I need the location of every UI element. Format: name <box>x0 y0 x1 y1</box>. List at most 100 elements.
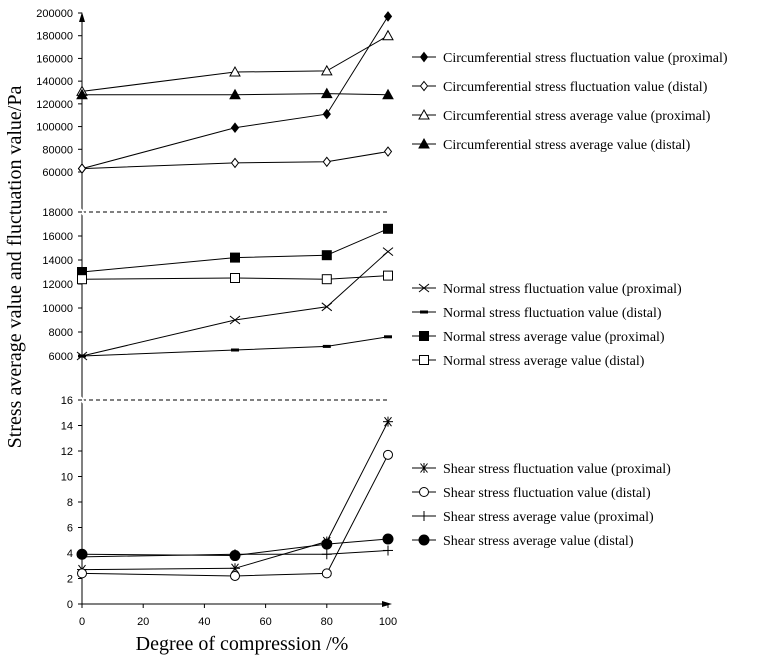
legend-entry: Shear stress fluctuation value (distal) <box>412 486 651 501</box>
y-tick-label: 18000 <box>42 207 73 219</box>
square-marker <box>419 331 429 341</box>
y-tick-label: 8000 <box>49 327 73 339</box>
x-tick-label: 60 <box>259 616 271 628</box>
legend-marker <box>418 137 430 149</box>
data-point <box>382 247 394 256</box>
circle-marker <box>419 487 429 497</box>
square-marker <box>230 273 240 283</box>
data-point <box>230 122 240 134</box>
triangle-marker <box>76 88 88 100</box>
data-point <box>383 449 393 460</box>
data-point <box>321 538 333 550</box>
data-point <box>229 88 241 100</box>
square-marker <box>383 223 393 234</box>
data-point <box>383 223 393 234</box>
triangle-marker <box>320 64 333 76</box>
circle-marker <box>230 570 240 581</box>
x-marker-stroke <box>229 315 241 325</box>
legend-entry: Circumferential stress average value (pr… <box>412 108 711 124</box>
legend-entry: Shear stress average value (distal) <box>412 534 634 549</box>
y-tick-label: 14 <box>61 421 73 433</box>
y-tick-label: 60000 <box>42 167 73 179</box>
legend-entry: Normal stress fluctuation value (distal) <box>412 306 662 321</box>
legend-entry: Normal stress average value (distal) <box>412 354 645 369</box>
circle-marker <box>382 533 394 545</box>
x-axis-arrow <box>382 601 392 607</box>
legend-marker <box>418 283 430 293</box>
diamond-marker <box>383 11 393 22</box>
legend-marker <box>419 487 429 497</box>
square-marker <box>321 250 332 261</box>
data-point <box>231 348 239 352</box>
series-line <box>81 421 389 571</box>
dash-marker <box>231 348 239 352</box>
triangle-marker <box>382 88 394 100</box>
legend-marker <box>419 331 429 341</box>
square-marker <box>321 274 332 285</box>
legend-label: Circumferential stress fluctuation value… <box>443 51 728 66</box>
legend-entry: Normal stress fluctuation value (proxima… <box>412 282 682 297</box>
x-axis-title: Degree of compression /% <box>136 633 349 655</box>
data-point <box>320 64 333 76</box>
series-line <box>81 251 389 357</box>
y-tick-label: 120000 <box>36 99 73 111</box>
triangle-marker <box>229 66 241 77</box>
dash-marker <box>420 310 428 314</box>
legend-marker <box>419 511 429 521</box>
data-point <box>230 252 240 263</box>
legend-label: Normal stress fluctuation value (proxima… <box>443 282 682 297</box>
legend-label: Shear stress average value (distal) <box>443 534 634 549</box>
data-point <box>321 302 333 312</box>
square-marker <box>419 355 429 365</box>
x-tick-label: 20 <box>137 616 149 628</box>
y-tick-label: 140000 <box>36 76 73 88</box>
data-point <box>229 315 241 325</box>
y-tick-label: 8 <box>67 497 73 509</box>
data-point <box>382 29 394 41</box>
data-point <box>320 87 333 99</box>
y-tick-label: 4 <box>67 548 73 560</box>
data-point <box>76 548 88 560</box>
dash-marker <box>384 335 392 339</box>
y-tick-label: 160000 <box>36 53 73 65</box>
legend-marker <box>420 310 428 314</box>
legend-label: Shear stress fluctuation value (distal) <box>443 486 651 501</box>
circle-marker <box>321 568 332 579</box>
x-tick-label: 0 <box>79 616 85 628</box>
legend-marker <box>418 534 430 546</box>
diamond-marker <box>230 122 240 134</box>
legend-entry: Shear stress average value (proximal) <box>412 510 654 525</box>
y-tick-label: 2 <box>67 574 73 586</box>
diamond-marker <box>419 51 429 63</box>
triangle-marker <box>229 88 241 100</box>
triangle-marker <box>320 87 333 99</box>
data-point <box>322 156 331 168</box>
data-point <box>77 274 87 285</box>
data-point <box>384 335 392 339</box>
diamond-marker <box>419 80 429 92</box>
series-line <box>81 35 389 92</box>
data-point <box>322 108 331 120</box>
series-line <box>81 16 389 170</box>
series-line <box>81 336 389 357</box>
y-tick-label: 10 <box>61 472 73 484</box>
diamond-marker <box>383 146 393 157</box>
data-point <box>230 157 240 169</box>
legend-label: Normal stress average value (proximal) <box>443 330 665 345</box>
x-marker-stroke <box>418 283 430 293</box>
legend-label: Shear stress average value (proximal) <box>443 510 654 525</box>
diamond-marker <box>322 156 331 168</box>
data-point <box>382 533 394 545</box>
legend-label: Normal stress fluctuation value (distal) <box>443 306 662 321</box>
legend-marker <box>419 355 429 365</box>
data-point <box>321 549 332 560</box>
data-point <box>383 11 393 22</box>
legend-label: Normal stress average value (distal) <box>443 354 645 369</box>
legend-marker <box>419 51 429 63</box>
circle-marker <box>76 548 88 560</box>
square-marker <box>230 252 240 263</box>
legend-entry: Circumferential stress fluctuation value… <box>412 51 728 66</box>
x-marker-stroke <box>321 302 333 312</box>
data-point <box>229 550 241 562</box>
